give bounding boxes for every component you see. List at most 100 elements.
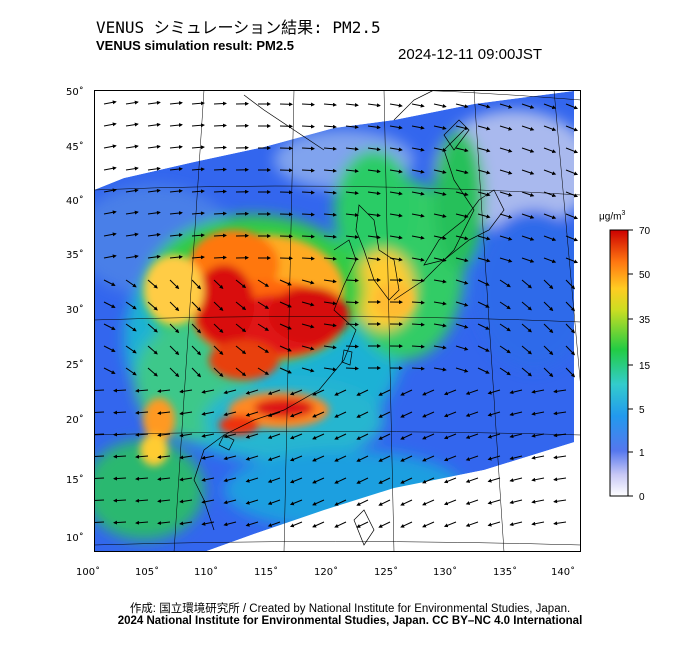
wind-arrow: [323, 146, 337, 151]
wind-arrow: [301, 190, 315, 195]
wind-arrow: [565, 191, 579, 198]
wind-arrow: [103, 323, 116, 330]
wind-arrow: [103, 254, 117, 259]
wind-arrow: [521, 103, 535, 109]
wind-arrow: [378, 477, 391, 484]
wind-arrow: [334, 433, 347, 440]
wind-arrow: [389, 147, 403, 152]
wind-arrow: [443, 455, 457, 462]
wind-arrow: [213, 101, 227, 106]
wind-arrow: [301, 168, 315, 173]
wind-arrow: [135, 388, 149, 393]
wind-arrow: [179, 455, 193, 460]
wind-arrow: [147, 254, 161, 259]
wind-arrow: [103, 345, 116, 352]
wind-arrow: [465, 477, 479, 483]
wind-arrow: [565, 279, 576, 290]
wind-arrow: [487, 433, 501, 439]
wind-arrow: [477, 279, 490, 286]
wind-arrow: [103, 166, 117, 171]
wind-arrow: [411, 103, 425, 108]
wind-arrow: [267, 499, 281, 505]
lon-tick-label: 105˚: [135, 567, 160, 578]
wind-arrow: [179, 411, 193, 416]
wind-arrow: [94, 476, 105, 481]
wind-arrow: [245, 455, 259, 461]
wind-arrow: [301, 124, 315, 129]
wind-arrow: [301, 212, 315, 217]
wind-arrow: [223, 477, 237, 483]
wind-arrow: [191, 101, 205, 106]
wind-arrow: [245, 389, 259, 395]
wind-arrow: [389, 235, 403, 240]
wind-arrow: [521, 301, 532, 311]
wind-arrow: [400, 499, 413, 506]
wind-arrow: [499, 323, 511, 332]
wind-arrow: [267, 411, 281, 417]
wind-arrow: [509, 411, 523, 417]
wind-arrow: [157, 433, 171, 438]
wind-arrow: [433, 323, 447, 328]
wind-arrow: [378, 455, 391, 462]
wind-arrow: [135, 520, 149, 525]
wind-arrow: [565, 213, 579, 220]
wind-arrow: [443, 433, 457, 440]
wind-arrow: [267, 521, 281, 527]
wind-arrow: [213, 233, 227, 238]
wind-arrow: [411, 147, 425, 152]
wind-arrow: [147, 279, 158, 289]
wind-arrow: [433, 345, 447, 350]
wind-arrow: [521, 367, 532, 377]
wind-arrow: [499, 213, 513, 219]
wind-arrow: [543, 279, 554, 290]
wind-arrow: [345, 169, 359, 173]
wind-arrow: [201, 389, 215, 394]
wind-arrow: [443, 389, 457, 396]
wind-arrow: [553, 433, 567, 438]
wind-arrow: [389, 103, 403, 108]
wind-arrow: [289, 521, 303, 528]
wind-arrow: [213, 279, 224, 289]
wind-arrow: [345, 344, 359, 349]
wind-arrow: [499, 191, 513, 197]
wind-arrow: [345, 300, 359, 305]
wind-arrow: [312, 521, 325, 528]
wind-arrow: [289, 389, 303, 396]
wind-arrow: [334, 455, 347, 462]
wind-arrow: [477, 235, 491, 241]
wind-arrow: [565, 345, 576, 356]
wind-arrow: [465, 455, 479, 461]
wind-arrow: [125, 100, 139, 105]
wind-arrow: [477, 169, 491, 175]
wind-arrow: [169, 323, 180, 334]
wind-arrow: [223, 389, 237, 395]
wind-arrow: [147, 144, 161, 149]
wind-arrow: [179, 499, 193, 504]
wind-arrow: [113, 498, 127, 503]
wind-arrow: [531, 411, 545, 416]
wind-arrow: [103, 188, 117, 193]
wind-arrow: [411, 191, 425, 196]
wind-arrow: [103, 122, 117, 127]
wind-arrow: [345, 213, 359, 217]
lat-tick-label: 20˚: [66, 415, 84, 426]
wind-arrow: [543, 301, 554, 312]
wind-arrow: [135, 410, 149, 415]
wind-arrow: [113, 476, 127, 481]
wind-arrow: [113, 410, 127, 415]
wind-arrow: [267, 433, 281, 439]
wind-arrow: [499, 367, 511, 376]
wind-arrow: [433, 301, 447, 306]
wind-arrow: [400, 433, 413, 440]
wind-arrow: [455, 345, 469, 351]
wind-arrow: [301, 146, 315, 151]
wind-arrow: [499, 301, 511, 310]
wind-arrow: [169, 301, 180, 312]
wind-arrow: [147, 367, 158, 377]
wind-arrow: [191, 255, 205, 260]
lon-tick-label: 130˚: [433, 567, 458, 578]
wind-arrow: [509, 477, 523, 483]
wind-arrow: [521, 323, 532, 333]
wind-arrow: [213, 167, 227, 172]
wind-arrow: [169, 367, 180, 378]
